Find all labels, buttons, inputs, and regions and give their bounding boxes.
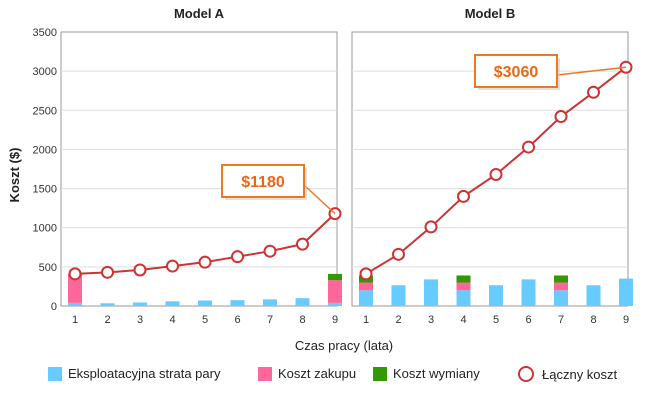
legend-item-steam-loss: Eksploatacyjna strata pary [48,366,220,381]
legend-item-total: Łączny koszt [518,366,617,382]
total-cost-point [231,250,244,264]
x-tick-label: 4 [460,314,466,326]
y-tick-label: 1000 [33,223,57,235]
bar-eksploatacyjna [198,300,212,306]
bar-eksploatacyjna [521,279,536,306]
x-tick-label: 7 [558,314,564,326]
total-cost-point [166,259,179,273]
y-tick-label: 0 [51,301,57,313]
callout-label: $3060 [494,64,539,81]
total-cost-point [424,220,438,234]
total-cost-point [198,255,212,269]
x-tick-label: 3 [137,314,143,326]
bar-eksploatacyjna [165,301,180,306]
legend-swatch-steam-loss [48,366,62,381]
panel-title: Model B [465,6,516,21]
panel-model-b: Model B 1 2 3 4 5 6 7 8 9 $3060 [351,6,633,326]
total-cost-point [457,189,470,203]
total-cost-point [489,167,503,181]
legend-label-steam-loss: Eksploatacyjna strata pary [68,366,221,381]
x-tick-label: 3 [428,314,434,326]
legend-swatch-purchase [258,366,272,381]
x-tick-label: 8 [299,314,305,326]
bar-eksploatacyjna [391,285,406,306]
legend-label-purchase: Koszt zakupu [278,366,357,381]
bar-eksploatacyjna [263,299,277,306]
panel-model-a: Model A 1 2 3 4 5 6 7 8 9 $1180 [60,6,342,326]
legend: Eksploatacyjna strata pary Koszt zakupu … [0,362,651,386]
bar-koszt [68,273,82,303]
x-tick-label: 5 [493,314,499,326]
total-cost-point [68,267,82,281]
bar-eksploatacyjna [586,285,601,306]
total-cost-point [296,237,309,251]
y-tick-label: 3000 [33,66,57,78]
bar-eksploatacyjna [489,285,503,306]
total-cost-point [263,244,277,258]
bar-koszt [456,282,471,291]
x-tick-label: 4 [169,314,175,326]
bar-eksploatacyjna [100,303,115,306]
x-tick-label: 2 [104,314,110,326]
callout-leader [556,66,627,76]
callout-box [221,164,305,198]
bar-eksploatacyjna [133,302,147,306]
bar-koszt [359,282,373,291]
y-tick-label: 500 [39,262,57,274]
bar-eksploatacyjna [68,302,82,306]
y-tick-label: 2500 [33,105,57,117]
total-cost-point [101,265,114,279]
legend-item-purchase: Koszt zakupu [258,366,356,381]
y-tick-label: 3500 [33,27,57,39]
x-tick-label: 2 [395,314,401,326]
bar-eksploatacyjna [295,298,310,306]
bar-koszt [328,280,342,303]
x-tick-label: 1 [363,314,369,326]
x-tick-label: 6 [525,314,531,326]
x-tick-label: 5 [202,314,208,326]
bar-koszt [328,273,342,281]
bar-eksploatacyjna [230,300,245,306]
x-tick-label: 8 [590,314,596,326]
bar-koszt [456,275,471,283]
total-cost-point [359,267,373,281]
bar-eksploatacyjna [328,302,342,306]
bar-eksploatacyjna [359,290,373,306]
legend-marker-total [518,366,534,382]
x-tick-label: 9 [623,314,629,326]
callout-label: $1180 [241,174,285,191]
bar-koszt [554,282,568,291]
y-axis: 0 500 1000 1500 2000 2500 3000 3500 [33,27,57,313]
callout-box [474,54,558,88]
callout-leader [303,184,336,215]
bar-eksploatacyjna [456,290,471,306]
bar-eksploatacyjna [424,279,438,306]
x-tick-label: 6 [234,314,240,326]
total-cost-point [587,85,600,99]
total-cost-point [522,140,535,154]
legend-label-total: Łączny koszt [542,366,618,382]
bar-eksploatacyjna [554,290,568,306]
x-axis-label: Czas pracy (lata) [295,338,393,353]
x-tick-label: 9 [332,314,338,326]
x-tick-label: 7 [267,314,273,326]
y-axis-label: Koszt ($) [7,148,22,203]
y-tick-label: 1500 [33,184,57,196]
legend-label-replacement: Koszt wymiany [393,366,480,381]
legend-swatch-replacement [373,366,387,381]
bar-koszt [554,275,568,283]
legend-item-replacement: Koszt wymiany [373,366,480,381]
total-cost-point [392,247,405,261]
panel-title: Model A [174,6,225,21]
total-cost-point [133,263,147,277]
bar-eksploatacyjna [619,278,633,306]
x-tick-label: 1 [72,314,78,326]
total-cost-point [554,110,568,124]
y-tick-label: 2000 [33,144,57,156]
